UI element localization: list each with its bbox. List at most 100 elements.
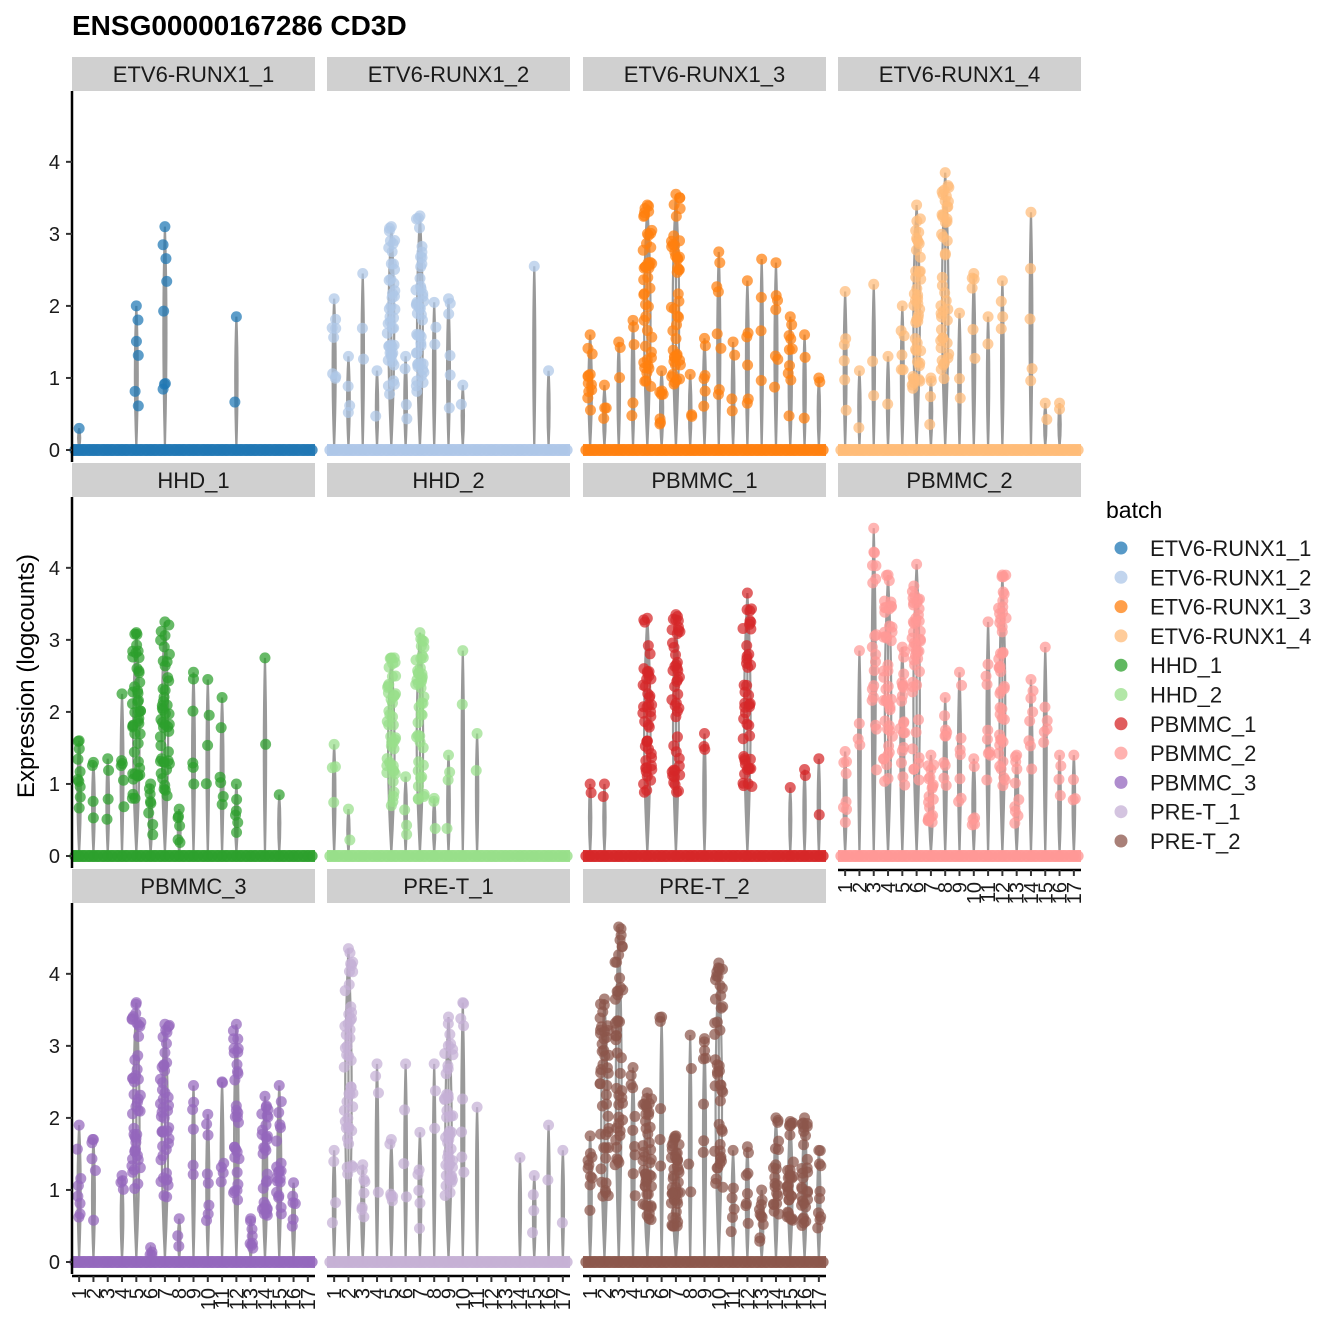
data-point bbox=[895, 757, 907, 769]
data-point bbox=[868, 278, 880, 290]
data-point bbox=[915, 273, 927, 285]
data-point bbox=[173, 1240, 185, 1252]
data-point bbox=[614, 1067, 626, 1079]
data-point bbox=[603, 1122, 615, 1134]
data-point bbox=[741, 397, 753, 409]
data-point bbox=[786, 319, 798, 331]
data-point bbox=[187, 705, 199, 717]
data-point bbox=[131, 639, 143, 651]
data-point bbox=[343, 979, 355, 991]
data-point bbox=[641, 736, 653, 748]
data-point bbox=[743, 701, 755, 713]
facet-strip bbox=[583, 869, 826, 903]
data-point bbox=[870, 560, 882, 572]
data-point bbox=[371, 1058, 383, 1070]
data-point bbox=[645, 673, 657, 685]
data-point bbox=[770, 1159, 782, 1171]
facet-panel: PBMMC_1 bbox=[580, 463, 829, 862]
data-point bbox=[418, 788, 430, 800]
data-point bbox=[72, 1180, 84, 1192]
data-point bbox=[412, 329, 424, 341]
data-point bbox=[801, 1118, 813, 1130]
data-point bbox=[640, 1108, 652, 1120]
data-point bbox=[159, 221, 171, 233]
data-point bbox=[839, 374, 851, 386]
data-point bbox=[683, 1158, 695, 1170]
data-point bbox=[914, 375, 926, 387]
data-point bbox=[582, 392, 594, 404]
data-point bbox=[387, 347, 399, 359]
facet-strip bbox=[72, 869, 315, 903]
data-point bbox=[670, 697, 682, 709]
violin-outline bbox=[659, 370, 665, 450]
data-point bbox=[617, 1097, 629, 1109]
data-point bbox=[455, 1013, 467, 1025]
data-point bbox=[938, 756, 950, 768]
data-point bbox=[638, 274, 650, 286]
data-point bbox=[841, 756, 853, 768]
data-point bbox=[1054, 403, 1066, 415]
violin-outline bbox=[560, 1150, 566, 1262]
data-point bbox=[444, 1028, 456, 1040]
data-point bbox=[600, 1089, 612, 1101]
data-point bbox=[129, 1054, 141, 1066]
data-point bbox=[968, 273, 980, 285]
zero-band bbox=[72, 1256, 315, 1268]
data-point bbox=[344, 947, 356, 959]
data-point bbox=[345, 1054, 357, 1066]
violin-outline bbox=[616, 341, 622, 450]
data-point bbox=[911, 558, 923, 570]
zero-band bbox=[583, 1256, 826, 1268]
data-point bbox=[399, 1104, 411, 1116]
data-point bbox=[230, 1143, 242, 1155]
data-point bbox=[914, 213, 926, 225]
data-point bbox=[154, 755, 166, 767]
legend-item: PBMMC_2 bbox=[1114, 741, 1256, 766]
data-point bbox=[443, 402, 455, 414]
y-tick-label: 0 bbox=[49, 440, 60, 462]
data-point bbox=[116, 688, 128, 700]
x-tick-label: 14 bbox=[255, 1288, 277, 1310]
data-point bbox=[86, 1153, 98, 1165]
data-point bbox=[629, 1141, 641, 1153]
data-point bbox=[442, 1089, 454, 1101]
data-point bbox=[715, 990, 727, 1002]
data-point bbox=[388, 277, 400, 289]
data-point bbox=[798, 412, 810, 424]
facet-strip-label: PBMMC_2 bbox=[906, 468, 1012, 493]
data-point bbox=[785, 1190, 797, 1202]
data-point bbox=[1025, 206, 1037, 218]
data-point bbox=[202, 1129, 214, 1141]
data-point bbox=[1026, 363, 1038, 375]
data-point bbox=[912, 594, 924, 606]
data-point bbox=[158, 305, 170, 317]
data-point bbox=[885, 635, 897, 647]
data-point bbox=[666, 1144, 678, 1156]
data-point bbox=[597, 791, 609, 803]
data-point bbox=[997, 586, 1009, 598]
data-point bbox=[674, 626, 686, 638]
data-point bbox=[131, 1063, 143, 1075]
data-point bbox=[134, 728, 146, 740]
data-point bbox=[643, 262, 655, 274]
data-point bbox=[288, 1177, 300, 1189]
data-point bbox=[715, 1153, 727, 1165]
data-point bbox=[741, 604, 753, 616]
data-point bbox=[627, 1168, 639, 1180]
data-point bbox=[260, 738, 272, 750]
data-point bbox=[157, 704, 169, 716]
data-point bbox=[712, 286, 724, 298]
data-point bbox=[145, 797, 157, 809]
data-point bbox=[231, 793, 243, 805]
data-point bbox=[347, 1161, 359, 1173]
data-point bbox=[71, 1143, 83, 1155]
legend-swatch bbox=[1114, 775, 1128, 789]
data-point bbox=[203, 1199, 215, 1211]
data-point bbox=[328, 331, 340, 343]
data-point bbox=[642, 640, 654, 652]
data-point bbox=[908, 617, 920, 629]
data-point bbox=[346, 1125, 358, 1137]
data-point bbox=[73, 1211, 85, 1223]
